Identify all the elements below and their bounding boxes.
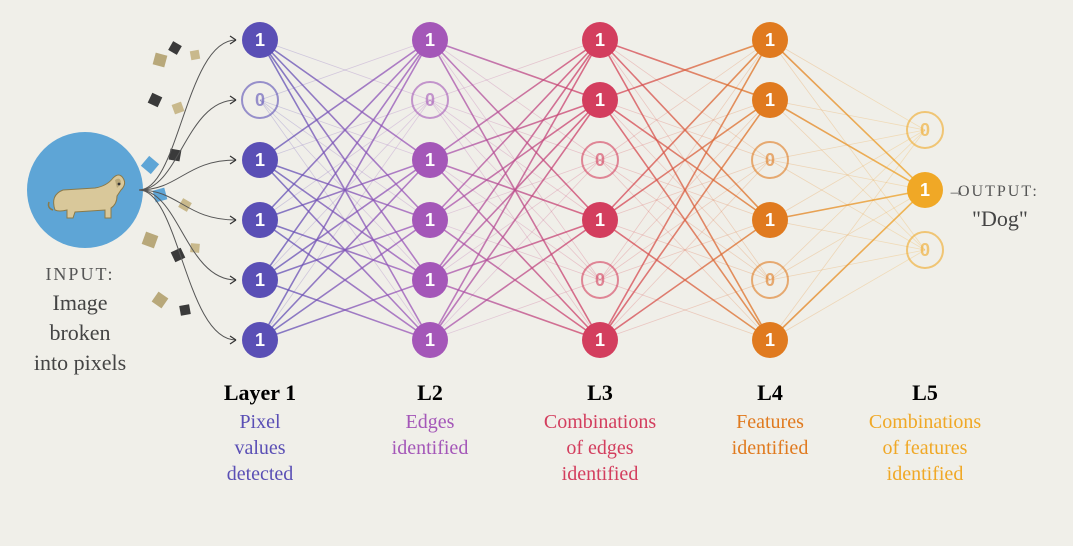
layer-subtitle: Combinations: [869, 411, 981, 433]
layer-L2: 1 0 1 1 1 1: [412, 22, 448, 358]
node-L1-3: 1: [242, 202, 278, 238]
node-L5-1: 1: [907, 172, 943, 208]
node-L3-3: 1: [582, 202, 618, 238]
layer-subtitle: identified: [392, 437, 469, 459]
input-image: [27, 132, 143, 248]
node-value: 0: [765, 150, 775, 170]
label-L1: Layer 1 Pixel values detected: [224, 380, 296, 485]
layer-subtitle: identified: [562, 463, 639, 485]
input-label: INPUT: Image broken into pixels: [34, 264, 126, 375]
edges-L1-L2: [260, 40, 430, 340]
layer-title: L4: [757, 380, 783, 405]
node-value: 1: [920, 180, 930, 200]
edges-L2-L3: [430, 40, 600, 340]
layer-subtitle: values: [234, 437, 285, 459]
node-value: 0: [595, 150, 605, 170]
node-L3-1: 1: [582, 82, 618, 118]
output-title: OUTPUT:: [958, 183, 1039, 200]
label-L5: L5 Combinations of features identified: [869, 380, 981, 485]
layer-L3: 1 1 0 1 0 1: [582, 22, 618, 358]
node-value: 1: [255, 30, 265, 50]
node-value: 1: [765, 30, 775, 50]
node-value: 1: [425, 150, 435, 170]
neural-network-diagram: 1 0 1 1 1 1 1 0 1 1 1 1 1 1 0 1 0 1 1 1 0 1 0 1 0 1 0 Layer 1 Pixel v…: [0, 0, 1073, 546]
layer-title: L3: [587, 380, 613, 405]
node-L5-2: 0: [907, 232, 943, 268]
input-arrows: [139, 36, 236, 344]
layer-subtitle: identified: [887, 463, 964, 485]
node-L1-5: 1: [242, 322, 278, 358]
output-label: →OUTPUT:"Dog": [947, 180, 1039, 231]
layer-subtitle: detected: [227, 463, 294, 485]
node-value: 1: [255, 330, 265, 350]
layer-title: L5: [912, 380, 938, 405]
node-L1-4: 1: [242, 262, 278, 298]
input-arrow: [139, 100, 236, 190]
layer-L1: 1 0 1 1 1 1: [242, 22, 278, 358]
input-title: INPUT:: [45, 264, 114, 284]
node-value: 1: [595, 30, 605, 50]
node-L4-5: 1: [752, 322, 788, 358]
node-value: 1: [255, 150, 265, 170]
layer-subtitle: Features: [736, 411, 804, 433]
input-subtitle: Image: [53, 290, 108, 315]
node-L2-4: 1: [412, 262, 448, 298]
node-L1-0: 1: [242, 22, 278, 58]
layer-subtitle: Edges: [406, 411, 455, 433]
input-arrow: [139, 190, 236, 340]
node-L3-0: 1: [582, 22, 618, 58]
output-value: "Dog": [972, 206, 1028, 231]
layer-L5: 0 1 0: [907, 112, 943, 268]
node-L3-5: 1: [582, 322, 618, 358]
node-L4-1: 1: [752, 82, 788, 118]
layer-title: Layer 1: [224, 380, 296, 405]
node-value: 1: [255, 270, 265, 290]
node-value: 0: [595, 270, 605, 290]
node-value: 0: [765, 270, 775, 290]
layer-subtitle: of edges: [566, 437, 633, 459]
node-value: 1: [425, 210, 435, 230]
node-L2-2: 1: [412, 142, 448, 178]
layer-title: L2: [417, 380, 443, 405]
node-L1-2: 1: [242, 142, 278, 178]
node-value: 0: [920, 240, 930, 260]
edges-L3-L4: [600, 40, 770, 340]
pixel-squares: [141, 41, 200, 316]
node-L2-0: 1: [412, 22, 448, 58]
node-value: 0: [255, 90, 265, 110]
input-subtitle: broken: [49, 320, 110, 345]
layer-subtitle: Pixel: [239, 411, 281, 433]
label-L3: L3 Combinations of edges identified: [544, 380, 656, 485]
node-L5-0: 0: [907, 112, 943, 148]
node-L2-5: 1: [412, 322, 448, 358]
node-value: 0: [425, 90, 435, 110]
node-value: 1: [595, 330, 605, 350]
label-L4: L4 Features identified: [732, 380, 809, 459]
node-value: 1: [425, 270, 435, 290]
edges-L4-L5: [770, 40, 925, 340]
node-value: 0: [920, 120, 930, 140]
layer-subtitle: Combinations: [544, 411, 656, 433]
input-subtitle: into pixels: [34, 350, 126, 375]
node-value: 1: [595, 90, 605, 110]
node-L4-0: 1: [752, 22, 788, 58]
node-value: 1: [425, 330, 435, 350]
node-value: 1: [765, 330, 775, 350]
layer-L4: 1 1 0 1 0 1: [752, 22, 788, 358]
node-value: 1: [255, 210, 265, 230]
label-L2: L2 Edges identified: [392, 380, 469, 459]
node-value: 1: [765, 210, 775, 230]
node-value: 1: [765, 90, 775, 110]
node-L2-3: 1: [412, 202, 448, 238]
node-L4-3: 1: [752, 202, 788, 238]
layer-subtitle: of features: [883, 437, 968, 459]
node-value: 1: [595, 210, 605, 230]
layer-subtitle: identified: [732, 437, 809, 459]
node-value: 1: [425, 30, 435, 50]
